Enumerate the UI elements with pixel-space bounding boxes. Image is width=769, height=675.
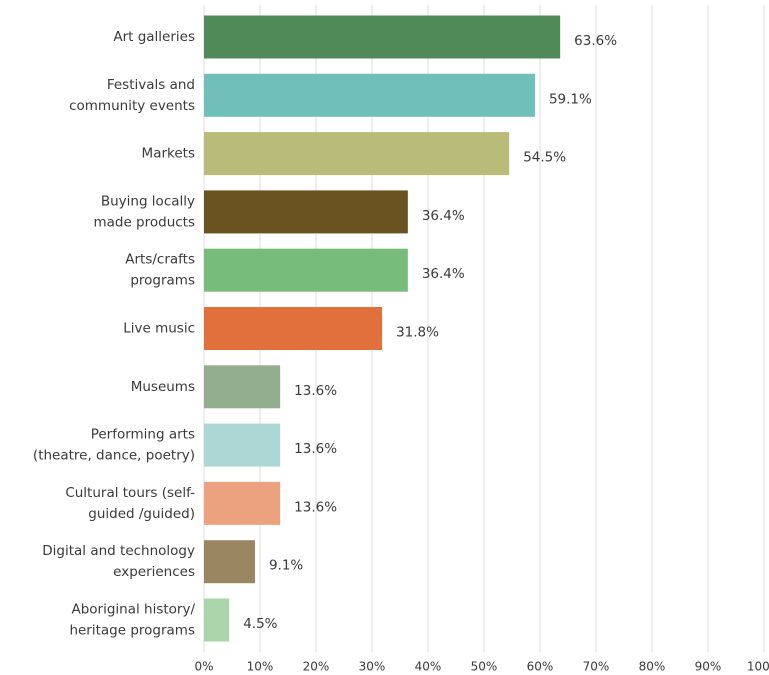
value-label: 54.5% [523, 150, 566, 166]
y-tick-label: Live music [123, 321, 195, 337]
y-tick-label: Festivals and community events [69, 77, 195, 114]
bar [204, 15, 561, 59]
y-tick-label: Art galleries [113, 29, 195, 45]
y-tick-label: Aboriginal history/heritage programs [69, 602, 195, 639]
x-tick-label: 30% [359, 660, 386, 674]
x-tick-label: 60% [527, 660, 554, 674]
y-tick-label: Digital and technology experiences [42, 543, 195, 580]
bar [204, 190, 408, 234]
bar [204, 481, 281, 525]
x-tick-label: 80% [639, 660, 666, 674]
value-label: 31.8% [396, 325, 439, 341]
value-label: 36.4% [422, 266, 465, 282]
x-tick-label: 0% [194, 660, 213, 674]
bar [204, 132, 510, 176]
y-tick-label: Performing arts (theatre, dance, poetry) [33, 427, 195, 464]
value-label: 59.1% [549, 91, 592, 107]
x-tick-label: 90% [695, 660, 722, 674]
value-label: 4.5% [243, 616, 277, 632]
value-label: 36.4% [422, 208, 465, 224]
bar [204, 307, 383, 350]
value-label: 63.6% [574, 33, 617, 49]
bar [204, 540, 255, 584]
y-tick-label: Museums [131, 379, 195, 395]
y-tick-label: Buying locally made products [93, 193, 195, 230]
x-tick-label: 50% [471, 660, 498, 674]
x-tick-label: 40% [415, 660, 442, 674]
y-tick-label: Markets [142, 146, 195, 162]
bar [204, 423, 281, 467]
x-tick-label: 10% [247, 660, 274, 674]
bar [204, 248, 408, 292]
value-label: 9.1% [269, 558, 303, 574]
x-tick-label: 70% [583, 660, 610, 674]
value-label: 13.6% [294, 383, 337, 399]
bar [204, 365, 281, 409]
bar [204, 598, 230, 642]
y-tick-label: Arts/crafts programs [125, 252, 195, 289]
bar [204, 73, 535, 117]
x-tick-label: 20% [303, 660, 330, 674]
y-tick-label: Cultural tours (self-guided /guided) [65, 485, 195, 522]
value-label: 13.6% [294, 499, 337, 515]
x-tick-label: 100% [747, 660, 769, 674]
value-label: 13.6% [294, 441, 337, 457]
